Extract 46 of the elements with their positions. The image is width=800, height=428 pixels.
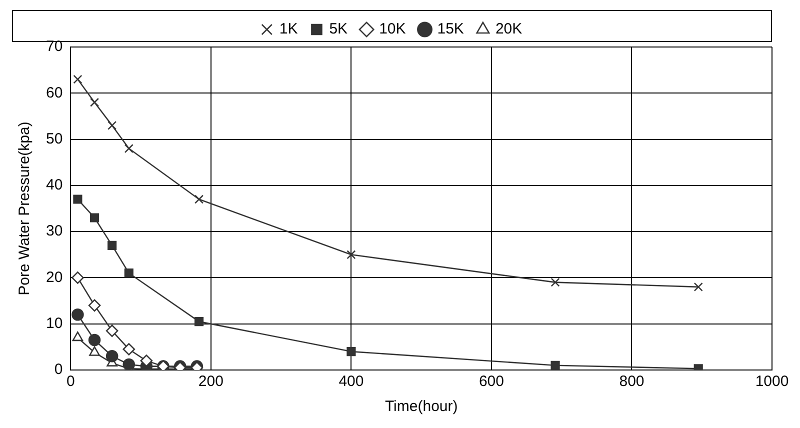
point [550, 278, 560, 287]
point [550, 360, 560, 370]
point [106, 350, 118, 362]
legend-label: 20K [495, 20, 522, 38]
point [108, 240, 117, 250]
point [90, 213, 100, 222]
x-tick-label: 600 [478, 373, 504, 390]
x-tick-label: 400 [338, 373, 364, 390]
point [140, 354, 153, 367]
point [194, 194, 204, 204]
x-tick-label: 200 [198, 373, 224, 390]
point [346, 250, 356, 260]
y-axis-title: Pore Water Pressure(kpa) [16, 122, 34, 296]
point [88, 299, 101, 312]
y-tick-label: 40 [46, 176, 63, 194]
x-tick-label: 800 [619, 373, 644, 390]
point [90, 98, 100, 107]
x-tick-label: 1000 [755, 373, 789, 390]
point [108, 120, 117, 130]
y-tick-label: 30 [46, 222, 63, 240]
point [124, 268, 134, 278]
point [124, 144, 134, 154]
x-axis-title: Time(hour) [384, 398, 458, 416]
point [122, 358, 136, 370]
y-tick-label: 50 [46, 130, 63, 148]
point [89, 346, 100, 356]
y-tick-label: 10 [46, 315, 63, 332]
point [106, 324, 118, 337]
legend-label: 1K [279, 20, 298, 38]
point [88, 334, 101, 346]
y-tick-label: 60 [46, 84, 63, 102]
y-tick-label: 20 [46, 268, 63, 286]
x-tick-label: 0 [66, 373, 75, 390]
point [72, 272, 84, 284]
legend-label: 10K [379, 20, 406, 38]
point [346, 347, 356, 356]
legend-label: 5K [329, 20, 348, 38]
point [694, 282, 703, 292]
point [72, 332, 84, 342]
point [72, 308, 84, 321]
point [122, 343, 136, 356]
point [194, 317, 204, 326]
y-tick-label: 0 [54, 361, 63, 378]
point [73, 74, 82, 84]
legend-label: 15K [437, 20, 464, 38]
point [73, 194, 82, 204]
